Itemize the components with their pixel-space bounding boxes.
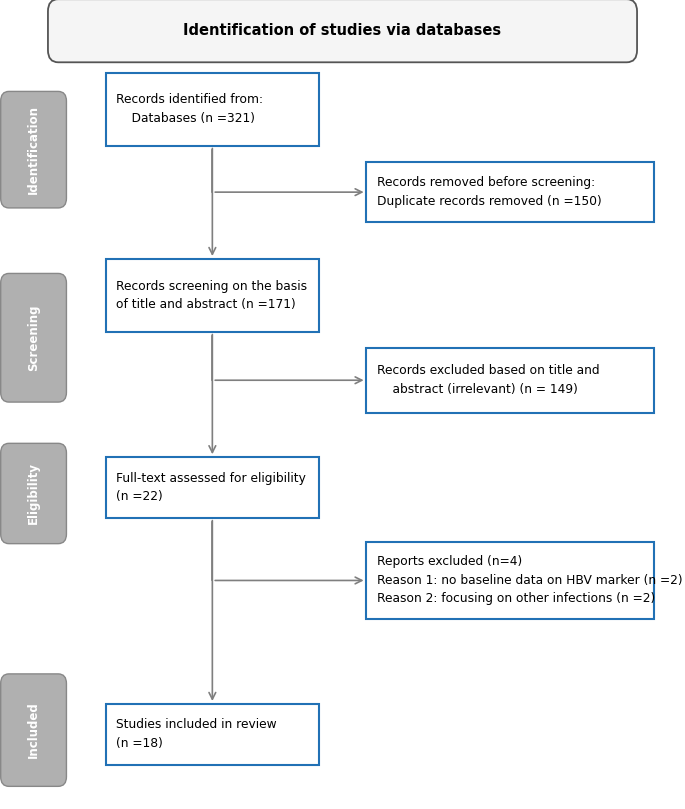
FancyBboxPatch shape xyxy=(1,443,66,544)
Text: Included: Included xyxy=(27,701,40,759)
Text: Screening: Screening xyxy=(27,304,40,371)
Text: Eligibility: Eligibility xyxy=(27,463,40,524)
Text: Full-text assessed for eligibility
(n =22): Full-text assessed for eligibility (n =2… xyxy=(116,472,306,503)
Text: Records screening on the basis
of title and abstract (n =171): Records screening on the basis of title … xyxy=(116,280,308,311)
Bar xyxy=(106,704,319,765)
Bar xyxy=(106,259,319,332)
Text: Identification: Identification xyxy=(27,105,40,194)
Bar xyxy=(366,348,654,413)
FancyBboxPatch shape xyxy=(1,273,66,402)
Bar xyxy=(106,457,319,518)
Text: Records removed before screening:
Duplicate records removed (n =150): Records removed before screening: Duplic… xyxy=(377,176,601,208)
Text: Reports excluded (n=4)
Reason 1: no baseline data on HBV marker (n =2)
Reason 2:: Reports excluded (n=4) Reason 1: no base… xyxy=(377,556,682,605)
FancyBboxPatch shape xyxy=(48,0,637,62)
FancyBboxPatch shape xyxy=(1,674,66,786)
Text: Studies included in review
(n =18): Studies included in review (n =18) xyxy=(116,718,277,750)
Text: Records identified from:
    Databases (n =321): Records identified from: Databases (n =3… xyxy=(116,94,264,125)
Bar xyxy=(366,542,654,619)
Bar xyxy=(366,162,654,222)
Text: Records excluded based on title and
    abstract (irrelevant) (n = 149): Records excluded based on title and abst… xyxy=(377,365,599,396)
FancyBboxPatch shape xyxy=(1,91,66,208)
Text: Identification of studies via databases: Identification of studies via databases xyxy=(184,23,501,38)
Bar xyxy=(106,73,319,146)
